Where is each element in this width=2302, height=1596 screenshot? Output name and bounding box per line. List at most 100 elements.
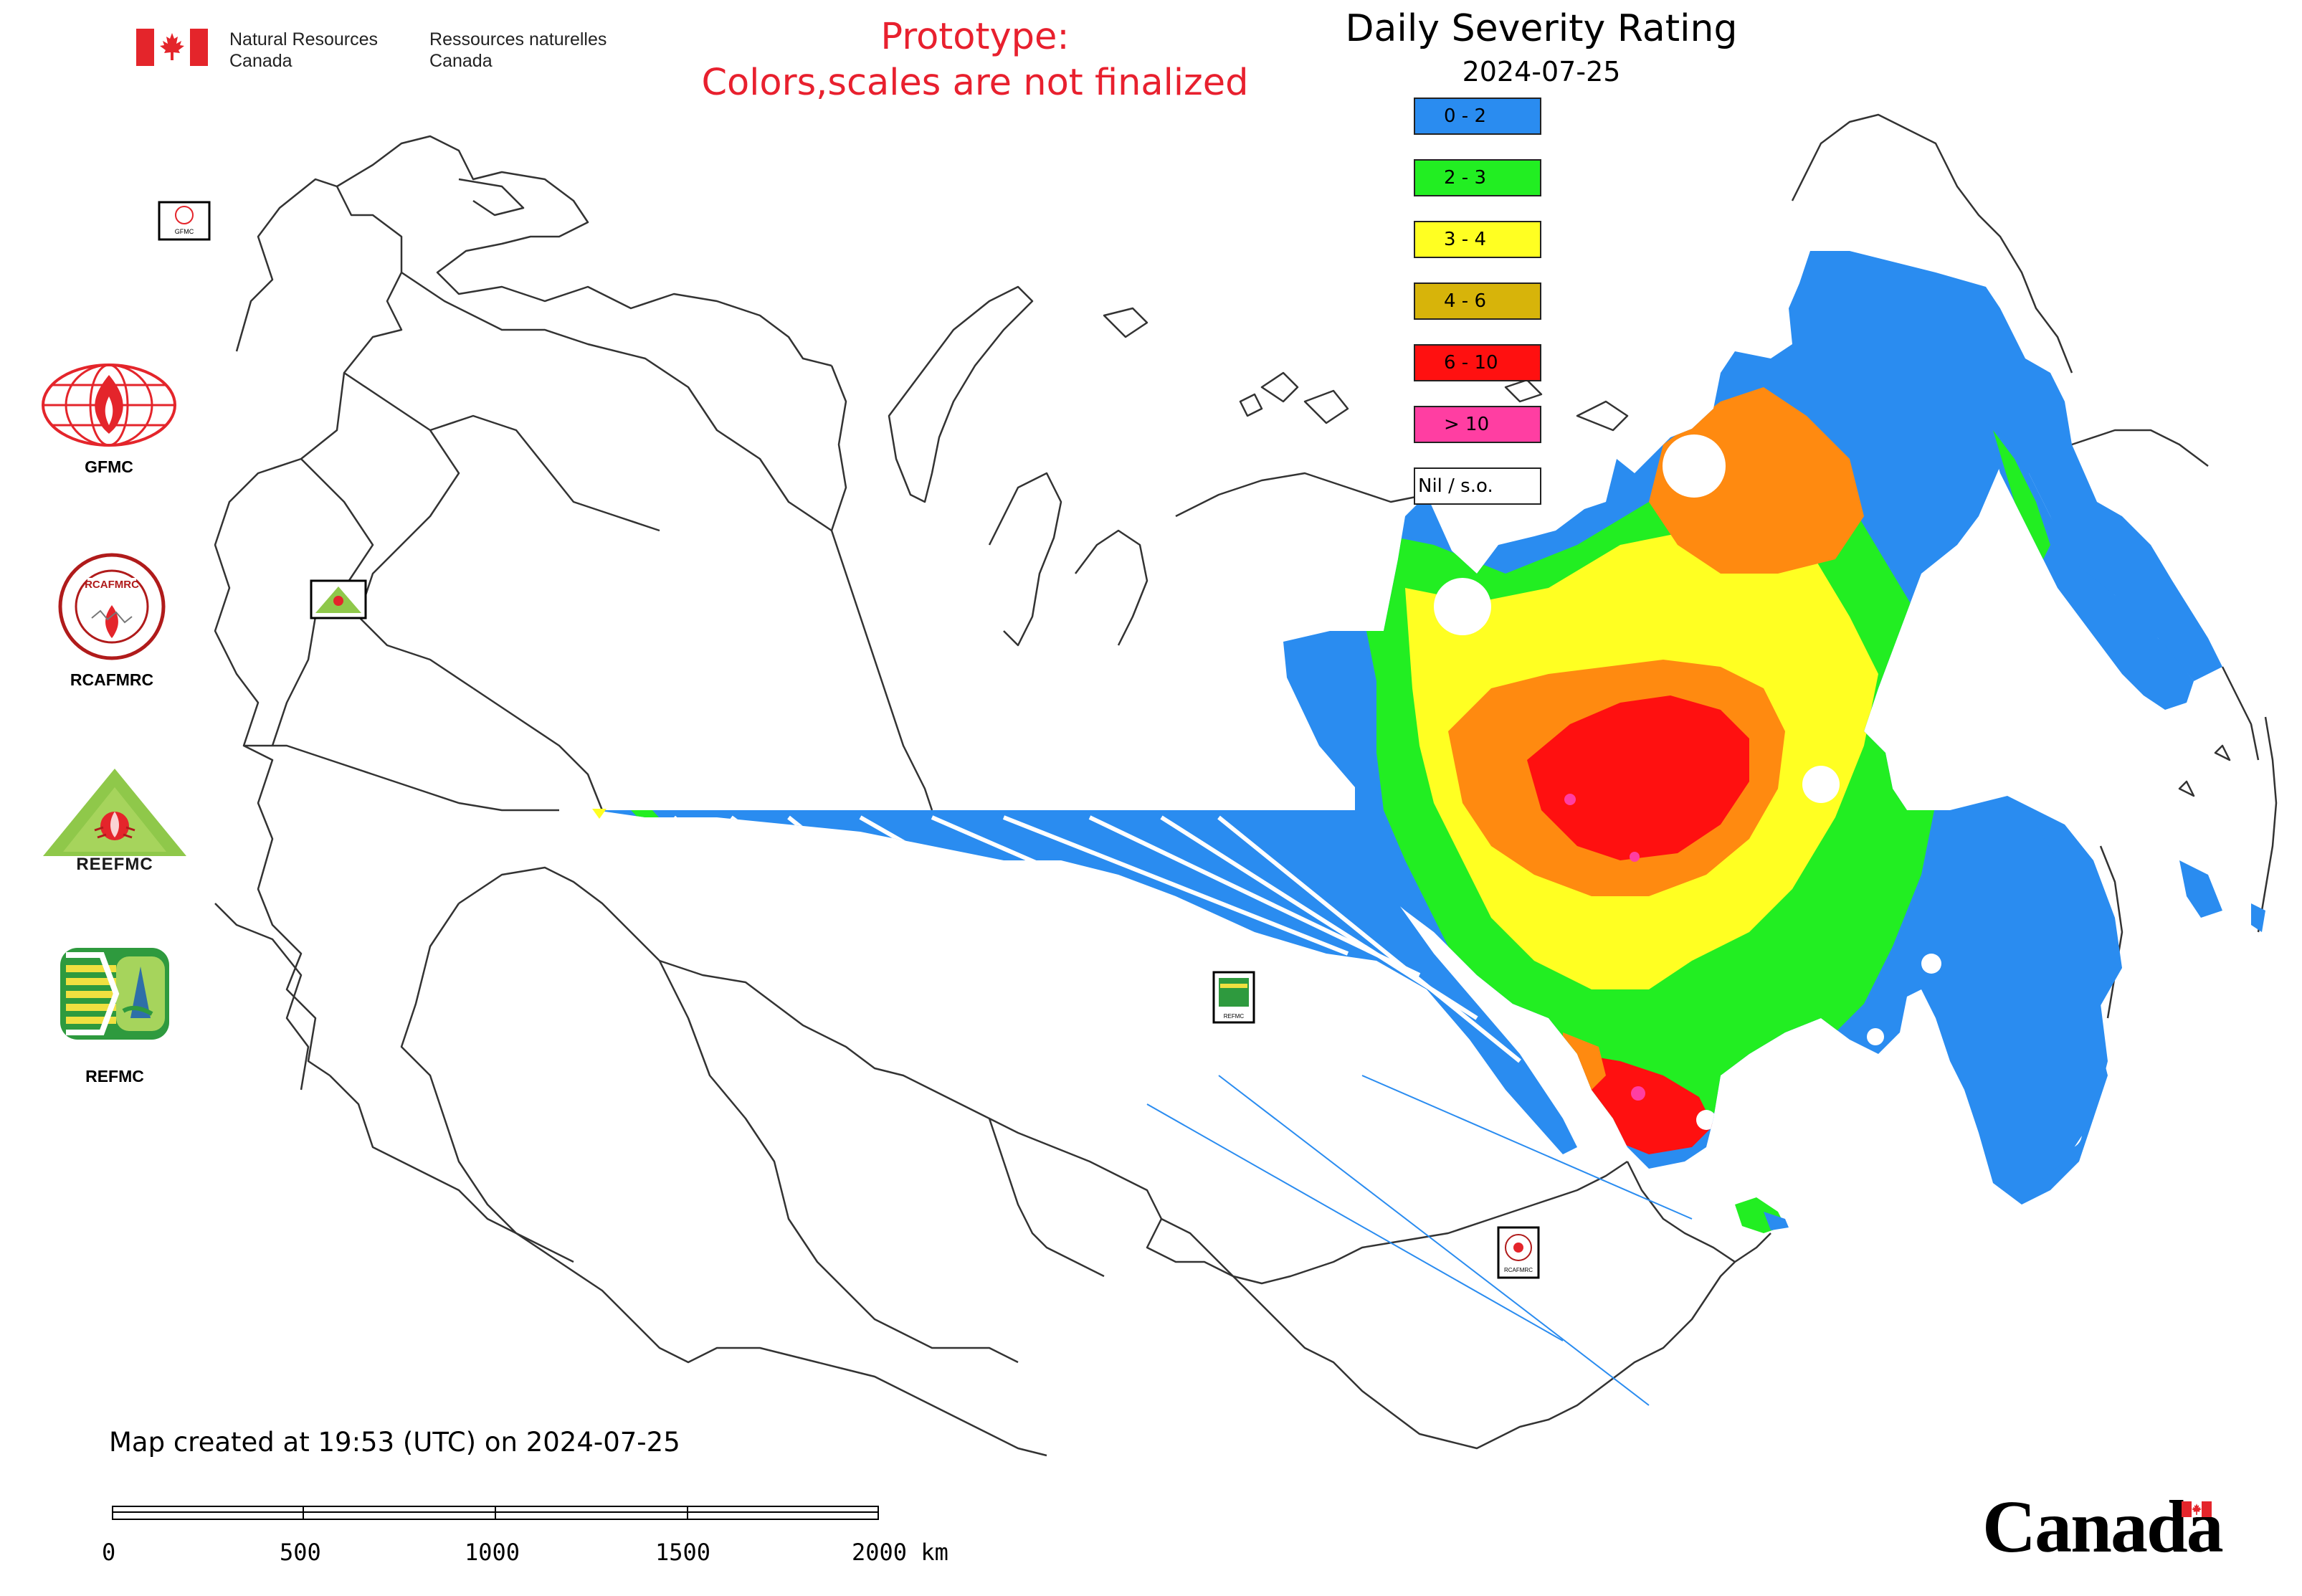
stray-streak-line	[1146, 1103, 1564, 1341]
streak-line	[1217, 815, 1521, 1063]
rcafmrc-site-label: RCAFMRC	[1504, 1267, 1533, 1273]
gfmc-site-marker	[158, 201, 211, 241]
refmc-label: REFMC	[85, 1067, 144, 1086]
canada-flag-icon	[136, 29, 208, 66]
gfmc-site-icon	[175, 206, 194, 224]
scale-seg	[112, 1506, 304, 1520]
sakhalin-fill	[1979, 810, 2115, 1183]
streak-line	[1002, 815, 1349, 956]
white-sea-line	[458, 178, 525, 217]
reefmc-logo: REEFMC	[37, 766, 192, 874]
legend: 0 - 2 2 - 3 3 - 4 4 - 6 6 - 10 > 10 Nil / s.o.	[1414, 98, 1541, 529]
scale-label-2000: 2000 km	[852, 1539, 948, 1566]
arctic-island-4	[1239, 393, 1263, 417]
legend-item: 3 - 4	[1414, 221, 1541, 258]
svg-text:RCAFMRC: RCAFMRC	[85, 579, 139, 591]
legend-item: 2 - 3	[1414, 159, 1541, 196]
taymyr-line	[1175, 472, 1427, 518]
scale-label-1000: 1000	[465, 1539, 520, 1566]
dept-en-line1: Natural Resources	[229, 29, 379, 49]
prototype-notice: Prototype: Colors,scales are not finaliz…	[609, 14, 1341, 106]
dept-name-fr: Ressources naturelles Canada	[429, 29, 607, 72]
kamchatka-tip-line	[2221, 666, 2260, 761]
severity-fill-over-10-c	[1631, 1086, 1645, 1101]
kazakh-inner-line	[988, 1118, 1105, 1278]
dept-name-en: Natural Resources Canada	[229, 29, 378, 72]
kamchatka-fill	[1986, 423, 2194, 710]
euro-division-1	[401, 271, 832, 532]
refmc-logo	[59, 946, 171, 1041]
east-islet-1	[2178, 780, 2195, 797]
stray-streak-line	[1218, 1075, 1650, 1406]
nil-hole-5	[1867, 1028, 1884, 1045]
east-island-a	[2179, 860, 2222, 918]
arctic-island-5	[1576, 400, 1629, 432]
nil-hole-1	[1663, 434, 1726, 498]
gydan-line	[1075, 529, 1148, 646]
prototype-notice-line1: Prototype:	[880, 16, 1070, 58]
streak-line	[672, 815, 933, 1049]
arctic-island-6	[1504, 379, 1543, 403]
euro-division-3	[429, 414, 660, 532]
scale-bar	[112, 1506, 879, 1523]
china-north-line	[1626, 1161, 1736, 1263]
yamal-line	[988, 472, 1062, 647]
dept-en-line2: Canada	[229, 51, 292, 71]
rcafmrc-site-icon	[1505, 1234, 1532, 1261]
severity-fill-over-10-d	[1715, 1125, 1726, 1136]
east-coast-line	[1791, 113, 2073, 374]
refmc-site-label: REFMC	[1224, 1013, 1245, 1020]
nil-hole-2	[1802, 766, 1840, 803]
yellow-fleck	[592, 809, 607, 819]
arctic-island-2	[1260, 371, 1299, 403]
legend-item: Nil / s.o.	[1414, 467, 1541, 505]
euro-division-7	[329, 1075, 574, 1263]
mongolia-line	[1161, 1217, 1771, 1450]
arctic-island-1	[1103, 307, 1148, 338]
scale-seg	[303, 1506, 496, 1520]
legend-title: Daily Severity Rating	[1345, 7, 1738, 50]
rcafmrc-logo: RCAFMRC	[57, 552, 166, 661]
legend-item: 4 - 6	[1414, 282, 1541, 320]
gfmc-site-label: GFMC	[175, 228, 194, 235]
severity-fill-over-10-a	[1564, 794, 1576, 805]
legend-item: 6 - 10	[1414, 344, 1541, 381]
central-asia-line	[400, 903, 1047, 1457]
nil-hole-6	[1434, 578, 1491, 635]
legend-item: > 10	[1414, 406, 1541, 443]
severity-fill-over-10-b	[1630, 852, 1640, 862]
canada-wordmark: Canada	[1982, 1486, 2224, 1568]
kuril-line	[2257, 716, 2278, 933]
scale-label-0: 0	[102, 1539, 116, 1566]
streak-line	[629, 815, 898, 1063]
chukotka-line	[2071, 429, 2209, 467]
map-created-text: Map created at 19:53 (UTC) on 2024-07-25	[109, 1427, 680, 1458]
severity-fill-6-10	[1527, 695, 1749, 860]
sakhalin-line	[2099, 845, 2123, 1019]
east-island-b	[2251, 903, 2265, 932]
ural-line	[830, 365, 933, 811]
dept-fr-line1: Ressources naturelles	[429, 29, 607, 49]
euro-division-5	[472, 687, 604, 811]
arctic-island-3	[1303, 389, 1349, 424]
nil-hole-3	[1921, 954, 1941, 974]
kola-coast-line	[336, 135, 832, 367]
rcafmrc-site-marker	[1497, 1226, 1540, 1279]
legend-date: 2024-07-25	[1462, 56, 1621, 87]
rcafmrc-label: RCAFMRC	[70, 670, 154, 689]
gfmc-label: GFMC	[85, 457, 133, 476]
scale-seg	[687, 1506, 879, 1520]
svg-text:REEFMC: REEFMC	[76, 855, 153, 873]
legend-item: 0 - 2	[1414, 98, 1541, 135]
scale-label-500: 500	[280, 1539, 321, 1566]
kazakhstan-line	[458, 866, 1628, 1285]
streak-green	[631, 810, 789, 961]
prototype-notice-line2: Colors,scales are not finalized	[701, 62, 1249, 104]
stray-streaks	[1146, 1075, 1693, 1406]
euro-division-2	[343, 371, 474, 690]
euro-division-6	[244, 744, 559, 812]
stray-streak-line	[1361, 1075, 1693, 1220]
nil-hole-7	[1696, 1110, 1716, 1130]
south-island-blue	[1764, 1212, 1789, 1230]
